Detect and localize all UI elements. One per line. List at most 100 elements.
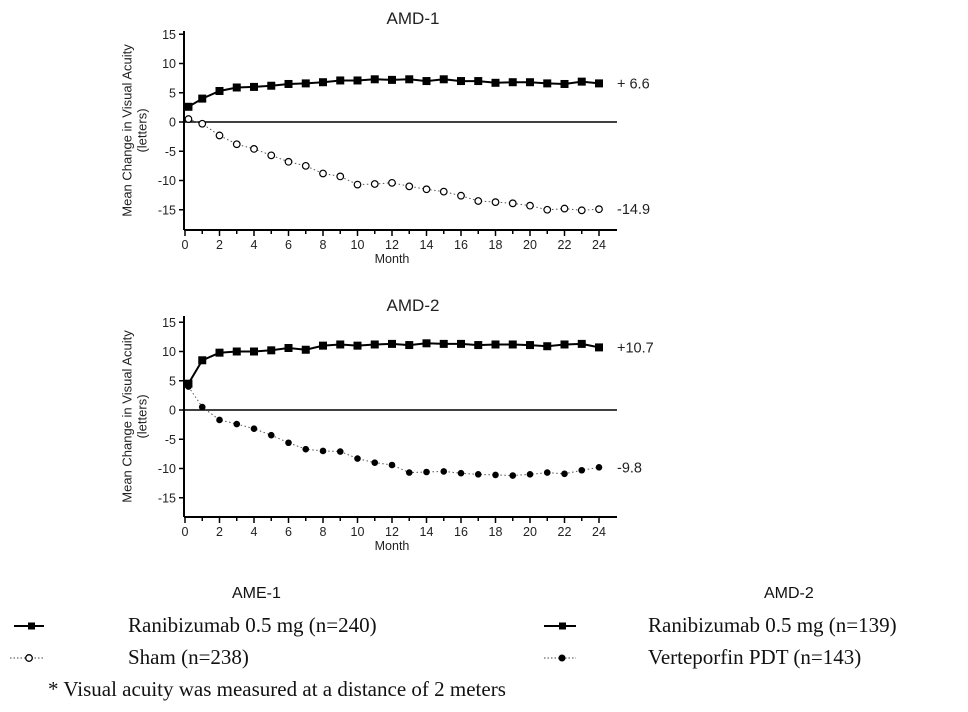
x-tick-label: 10 <box>351 238 365 252</box>
data-point <box>560 204 569 213</box>
legend-label-sham: Sham (n=238) <box>128 645 249 669</box>
data-point <box>370 75 379 84</box>
data-point <box>439 339 448 348</box>
data-point <box>232 347 241 356</box>
series-line <box>188 118 600 211</box>
footnote: * Visual acuity was measured at a distan… <box>48 677 506 701</box>
data-point <box>198 356 207 365</box>
y-tick-label: -10 <box>158 174 176 188</box>
x-tick-label: 24 <box>592 238 606 252</box>
data-point <box>232 83 241 92</box>
x-tick-label: 2 <box>216 238 223 252</box>
data-point <box>543 205 552 214</box>
data-point <box>526 78 534 87</box>
legend-symbol-verteporfin <box>544 654 576 662</box>
y-tick-label: -10 <box>158 462 176 476</box>
y-tick-label: 0 <box>169 116 176 130</box>
data-point <box>405 469 413 476</box>
data-point <box>370 340 379 349</box>
data-point <box>285 439 292 447</box>
data-point <box>301 161 310 170</box>
end-label: -14.9 <box>617 202 650 218</box>
chart-title: AMD-2 <box>387 296 440 315</box>
data-point <box>595 343 603 352</box>
y-tick-label: 5 <box>169 86 176 100</box>
data-point <box>284 343 293 352</box>
data-point <box>198 119 207 128</box>
data-point <box>336 340 345 349</box>
data-point <box>353 341 362 350</box>
data-point <box>595 205 603 214</box>
x-axis-label: Month <box>375 252 410 266</box>
data-point <box>215 86 224 95</box>
data-point <box>440 468 448 475</box>
data-point <box>336 76 345 85</box>
chart-title: AMD-1 <box>387 9 440 28</box>
data-point <box>267 151 276 160</box>
x-tick-label: 22 <box>558 525 572 539</box>
data-point <box>508 199 517 208</box>
data-point <box>319 341 327 350</box>
x-tick-label: 16 <box>454 525 468 539</box>
data-point <box>492 471 499 479</box>
y-tick-label: 5 <box>169 374 176 388</box>
data-point <box>388 178 396 187</box>
data-point <box>457 191 465 200</box>
data-point <box>595 464 603 471</box>
data-point <box>508 340 517 349</box>
data-point <box>233 420 241 428</box>
data-point <box>491 340 500 349</box>
data-point <box>474 197 483 205</box>
x-tick-label: 24 <box>592 525 606 539</box>
legend-symbol-sham <box>10 654 44 662</box>
x-tick-label: 16 <box>454 238 468 252</box>
data-point <box>508 78 517 87</box>
data-point <box>267 81 276 90</box>
data-point <box>439 187 448 196</box>
data-point <box>388 339 396 348</box>
data-point <box>560 340 569 349</box>
data-point <box>319 78 327 87</box>
x-tick-label: 22 <box>558 238 572 252</box>
y-tick-label: 15 <box>162 28 176 42</box>
x-tick-label: 4 <box>251 238 258 252</box>
data-point <box>198 403 206 411</box>
data-point <box>284 157 293 166</box>
series-line <box>187 342 600 385</box>
data-point <box>301 79 310 88</box>
x-tick-label: 18 <box>489 525 503 539</box>
data-point <box>336 448 344 455</box>
data-point <box>439 75 448 84</box>
legend-label-ranibizumab-amd1: Ranibizumab 0.5 mg (n=240) <box>128 613 377 637</box>
y-tick-label: 0 <box>169 404 176 418</box>
data-point <box>457 339 465 348</box>
x-tick-label: 10 <box>351 525 365 539</box>
data-point <box>185 383 192 390</box>
data-point <box>491 198 500 207</box>
data-point <box>250 425 258 433</box>
y-axis-label: Mean Change in Visual Acuity(letters) <box>119 330 149 503</box>
data-point <box>577 339 586 348</box>
data-point <box>509 472 517 479</box>
x-tick-label: 20 <box>523 238 537 252</box>
legend-heading-right: AMD-2 <box>764 585 814 602</box>
data-point <box>577 206 586 215</box>
y-tick-label: -5 <box>165 145 176 159</box>
data-point <box>423 468 430 476</box>
legend-label-verteporfin: Verteporfin PDT (n=143) <box>648 645 862 669</box>
data-point <box>284 79 293 88</box>
data-point <box>370 180 379 188</box>
data-point <box>474 471 482 478</box>
x-tick-label: 0 <box>182 525 189 539</box>
y-tick-label: 10 <box>162 345 176 359</box>
data-point <box>267 346 276 355</box>
data-point <box>353 180 362 189</box>
x-tick-label: 6 <box>285 525 292 539</box>
data-point <box>184 115 193 123</box>
data-point <box>388 75 396 84</box>
y-tick-label: 15 <box>162 316 176 330</box>
y-tick-label: -15 <box>158 491 176 505</box>
x-tick-label: 14 <box>420 238 434 252</box>
